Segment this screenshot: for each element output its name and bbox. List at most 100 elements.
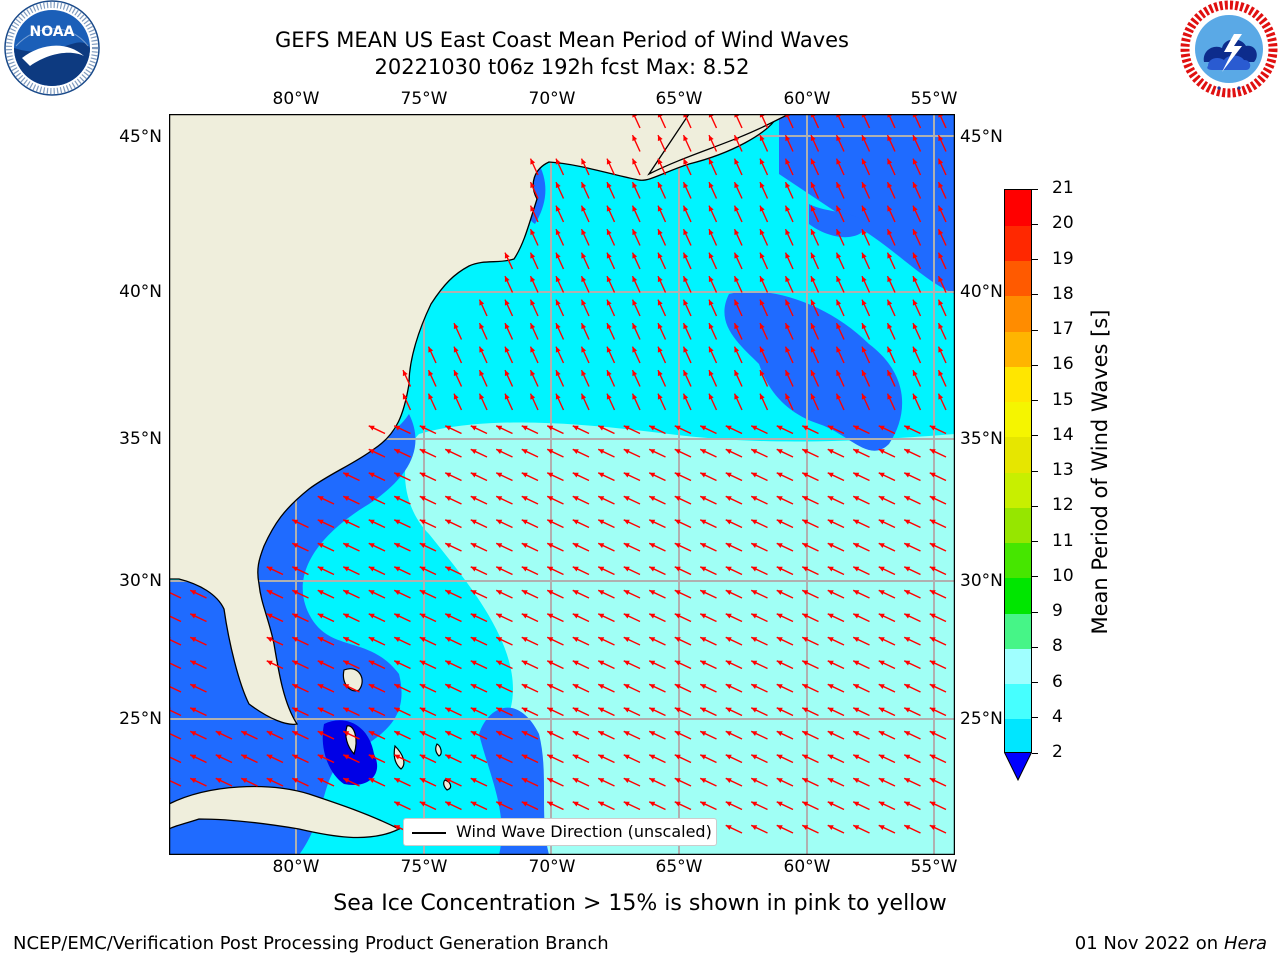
wind-wave-arrowhead <box>853 825 860 830</box>
wind-wave-arrowhead <box>683 158 689 165</box>
wind-wave-arrowhead <box>445 660 452 666</box>
wind-wave-arrowhead <box>861 370 867 377</box>
lon-label-top-75w: 75°W <box>400 89 448 109</box>
wind-wave-arrowhead <box>394 566 401 572</box>
wind-wave-arrowhead <box>853 590 860 595</box>
wind-wave-arrowhead <box>759 346 765 353</box>
wind-wave-arrowhead <box>657 323 663 330</box>
wind-wave-arrowhead <box>368 519 375 525</box>
wind-wave-arrowhead <box>700 707 707 713</box>
wind-wave-arrowhead <box>496 707 503 713</box>
wind-wave-arrowhead <box>700 731 707 736</box>
wind-wave-arrowhead <box>368 566 375 572</box>
wind-wave-arrowhead <box>572 684 579 689</box>
wind-wave-arrowhead <box>598 754 605 760</box>
wind-wave-arrowhead <box>912 158 918 165</box>
wind-wave-arrowhead <box>266 613 273 619</box>
wind-wave-arrowhead <box>904 801 911 807</box>
wind-wave-arrowhead <box>904 590 911 595</box>
colorbar-tick-mark <box>1032 188 1038 190</box>
wind-wave-arrowhead <box>598 472 605 478</box>
wind-wave-arrowhead <box>878 613 885 619</box>
colorbar-tick-mark <box>1032 364 1038 366</box>
wind-wave-arrowhead <box>470 472 477 478</box>
wind-wave-arrowhead <box>734 370 740 377</box>
wind-wave-arrowhead <box>555 205 561 212</box>
wind-wave-arrowhead <box>725 543 732 548</box>
wind-wave-arrowhead <box>598 778 605 783</box>
wind-wave-arrowhead <box>606 346 612 353</box>
wind-wave-arrowhead <box>802 754 809 760</box>
colorbar-tick-mark <box>1032 470 1038 472</box>
wind-wave-arrowhead <box>606 252 612 259</box>
wind-wave-arrowhead <box>827 496 834 501</box>
wind-wave-arrowhead <box>904 707 911 713</box>
colorbar-tick-mark <box>1032 752 1038 754</box>
wind-wave-arrowhead <box>878 637 885 642</box>
colorbar-underflow <box>1004 752 1032 782</box>
lat-label-right-30n: 30°N <box>960 571 1003 591</box>
wind-wave-arrowhead <box>725 637 732 642</box>
wind-wave-arrowhead <box>904 684 911 689</box>
wind-wave-arrowhead <box>394 660 401 666</box>
wind-wave-arrowhead <box>759 252 765 259</box>
wind-wave-arrowhead <box>547 801 554 807</box>
wind-wave-arrowhead <box>700 778 707 783</box>
wind-wave-arrowhead <box>419 778 426 783</box>
wind-wave-arrowhead <box>657 135 663 142</box>
wind-wave-arrowhead <box>708 346 714 353</box>
wind-wave-arrowhead <box>674 543 681 548</box>
wind-wave-arrowhead <box>317 519 324 525</box>
wind-wave-arrowhead <box>470 613 477 619</box>
wind-wave-arrowhead <box>904 496 911 501</box>
wind-wave-arrowhead <box>394 731 401 736</box>
wind-wave-arrowhead <box>683 393 689 400</box>
wind-wave-arrowhead <box>649 660 656 666</box>
wind-wave-arrowhead <box>547 613 554 619</box>
wind-wave-arrowhead <box>802 707 809 713</box>
wind-wave-arrowhead <box>598 519 605 525</box>
wind-wave-arrowhead <box>810 323 816 330</box>
wind-wave-arrowhead <box>700 566 707 572</box>
wind-wave-arrowhead <box>912 370 918 377</box>
wind-wave-arrowhead <box>504 370 510 377</box>
wind-wave-arrowhead <box>929 707 936 713</box>
wind-wave-arrowhead <box>292 613 299 619</box>
wind-wave-arrowhead <box>827 825 834 830</box>
wind-wave-arrowhead <box>547 425 554 431</box>
wind-wave-arrowhead <box>419 566 426 572</box>
wind-wave-arrowhead <box>496 801 503 807</box>
wind-wave-arrowhead <box>725 684 732 689</box>
wind-wave-arrowhead <box>751 472 758 478</box>
wind-wave-arrowhead <box>853 425 860 431</box>
wind-wave-arrowhead <box>368 472 375 478</box>
wind-wave-arrowhead <box>496 472 503 478</box>
wind-wave-arrowhead <box>266 731 273 736</box>
wind-wave-arrowhead <box>751 519 758 525</box>
wind-wave-arrowhead <box>725 590 732 595</box>
wind-wave-arrowhead <box>827 449 834 454</box>
wind-wave-arrowhead <box>292 778 299 783</box>
wind-wave-arrowhead <box>929 613 936 619</box>
wind-wave-arrowhead <box>190 637 197 642</box>
wind-wave-arrowhead <box>190 754 197 760</box>
wind-wave-arrowhead <box>751 754 758 760</box>
wind-wave-arrowhead <box>836 393 842 400</box>
colorbar-tick-mark <box>1032 259 1038 260</box>
colorbar-tick-mark <box>1032 400 1038 401</box>
wind-wave-arrowhead <box>751 613 758 619</box>
colorbar-tick-label: 14 <box>1052 424 1074 445</box>
wind-wave-arrowhead <box>785 299 791 306</box>
wind-wave-arrowhead <box>479 370 485 377</box>
wind-wave-arrowhead <box>496 754 503 760</box>
wind-wave-arrowhead <box>802 519 809 525</box>
wind-wave-arrowhead <box>215 778 222 783</box>
wind-wave-arrowhead <box>929 472 936 478</box>
wind-wave-arrowhead <box>649 613 656 619</box>
wind-wave-arrowhead <box>547 519 554 525</box>
wind-wave-arrowhead <box>445 566 452 572</box>
colorbar-bin <box>1005 366 1031 402</box>
wind-wave-arrowhead <box>530 205 536 212</box>
wind-wave-arrowhead <box>598 707 605 713</box>
wind-wave-arrowhead <box>419 496 426 501</box>
